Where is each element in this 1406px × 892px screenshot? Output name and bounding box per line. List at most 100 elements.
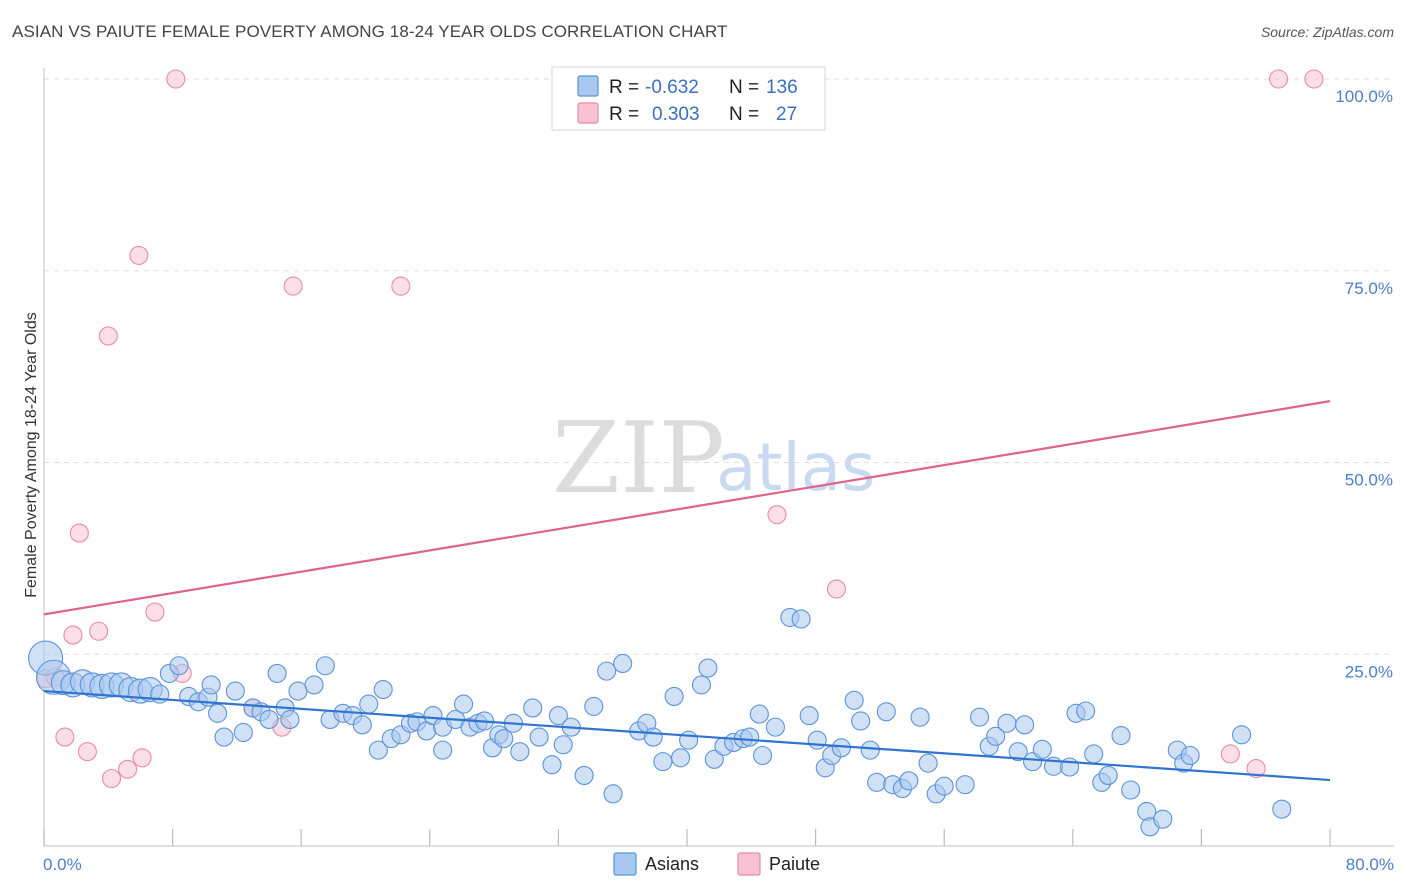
asian-point <box>433 740 453 760</box>
legend-asian-r-value: -0.632 <box>645 77 699 98</box>
asian-point <box>844 690 864 710</box>
asian-point <box>1180 745 1200 766</box>
chart-title: ASIAN VS PAIUTE FEMALE POVERTY AMONG 18-… <box>12 22 728 41</box>
asian-point <box>288 681 308 701</box>
asian-point <box>910 707 930 727</box>
asian-point <box>807 730 827 750</box>
asian-point <box>169 656 189 676</box>
watermark-zip: ZIP <box>552 402 725 516</box>
asian-point <box>494 729 514 749</box>
asian-point <box>1032 739 1052 759</box>
asian-point <box>259 709 279 729</box>
asian-point <box>1121 780 1141 800</box>
paiute-point <box>145 602 165 622</box>
y-tick-label-2: 75.0% <box>1345 279 1393 298</box>
asian-point <box>860 740 880 760</box>
asian-point <box>368 740 388 760</box>
paiute-point <box>767 505 787 525</box>
asian-point <box>1111 726 1131 746</box>
paiute-point <box>1246 758 1266 779</box>
asian-point <box>359 694 379 714</box>
asian-point <box>373 679 393 700</box>
paiute-point <box>69 523 89 543</box>
bottom-legend-paiute-swatch <box>737 852 761 876</box>
axes <box>43 68 1394 847</box>
paiute-point <box>1304 69 1324 89</box>
paiute-trend-line <box>43 400 1331 616</box>
paiute-point <box>166 69 186 89</box>
asian-point <box>934 776 954 796</box>
legend-paiute-r-value: 0.303 <box>652 104 700 125</box>
asian-trend-line <box>43 689 1331 782</box>
asian-point <box>1015 715 1035 735</box>
asian-point <box>553 735 573 755</box>
x-tick-label-min: 0.0% <box>43 855 82 874</box>
asian-point <box>851 711 871 731</box>
paiute-point <box>101 768 122 789</box>
watermark-atlas: atlas <box>716 429 876 506</box>
asian-point <box>233 722 253 743</box>
asian-point <box>664 686 684 706</box>
asian-point <box>613 653 633 674</box>
asian-point <box>597 661 617 681</box>
asian-point <box>955 775 975 795</box>
legend: R = -0.632 N = 136 R = 0.303 N = 27 <box>551 66 826 131</box>
paiute-point <box>55 727 75 747</box>
asian-point <box>208 703 228 723</box>
paiute-point <box>283 276 303 296</box>
y-tick-label-0: 25.0% <box>1345 662 1393 681</box>
asian-point <box>691 675 712 695</box>
asian-point <box>225 681 245 701</box>
asian-point <box>986 726 1006 746</box>
asian-point <box>997 713 1017 733</box>
paiute-point <box>826 579 847 599</box>
asian-point <box>315 656 335 676</box>
asian-point <box>1084 744 1104 764</box>
legend-paiute-r-label: R = <box>609 104 639 125</box>
asian-point <box>1076 701 1096 721</box>
y-tick-label-3: 100.0% <box>1335 87 1393 106</box>
asian-point <box>698 658 718 678</box>
asian-point <box>753 745 773 766</box>
legend-asian-swatch <box>577 75 599 97</box>
y-tick-labels: 25.0% 50.0% 75.0% 100.0% <box>1335 87 1393 681</box>
y-axis-label: Female Poverty Among 18-24 Year Olds <box>23 312 40 598</box>
bottom-legend: Asians Paiute <box>613 852 820 876</box>
y-tick-label-1: 50.0% <box>1345 471 1393 490</box>
asian-point <box>1137 801 1157 822</box>
source-label: Source: ZipAtlas.com <box>1260 24 1394 40</box>
paiute-point <box>89 621 109 641</box>
asian-point <box>704 749 724 769</box>
asian-point <box>831 738 851 758</box>
x-tick-label-max: 80.0% <box>1346 855 1394 874</box>
asian-point <box>304 675 324 695</box>
asian-point <box>542 755 562 775</box>
paiute-point <box>118 759 138 779</box>
asian-point <box>603 784 623 804</box>
asian-point <box>970 707 990 727</box>
asian-point <box>584 696 604 716</box>
asian-point <box>643 727 663 747</box>
asian-point <box>280 709 300 729</box>
asian-point <box>574 765 594 785</box>
paiute-point <box>77 742 97 762</box>
legend-asian-n-value: 136 <box>766 77 798 98</box>
asian-point <box>201 675 221 695</box>
legend-paiute-n-label: N = <box>729 104 759 125</box>
asian-point <box>799 706 819 726</box>
paiute-point <box>1269 69 1289 89</box>
legend-paiute-swatch <box>577 102 599 124</box>
asian-point <box>454 694 474 714</box>
asian-point <box>1232 725 1252 745</box>
asian-point <box>1272 799 1292 819</box>
asian-point <box>267 663 287 683</box>
bottom-legend-paiute-label: Paiute <box>769 854 820 874</box>
asian-point <box>548 706 568 726</box>
asian-point <box>529 727 549 747</box>
asian-point <box>679 730 699 750</box>
paiute-point <box>129 245 149 265</box>
asian-point <box>510 742 530 762</box>
asian-series <box>28 607 1292 837</box>
paiute-point <box>1220 744 1240 764</box>
